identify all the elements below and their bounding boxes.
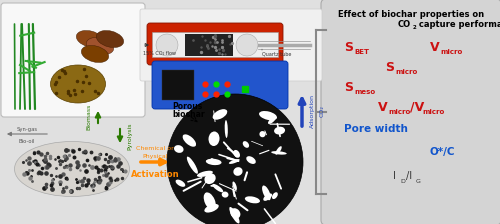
Ellipse shape <box>259 111 277 120</box>
Ellipse shape <box>232 181 237 190</box>
Text: 15% CO₂ flow: 15% CO₂ flow <box>143 50 176 56</box>
Text: Pore width: Pore width <box>344 124 408 134</box>
Ellipse shape <box>262 185 270 200</box>
Ellipse shape <box>229 159 239 164</box>
Text: /I: /I <box>406 171 412 181</box>
FancyBboxPatch shape <box>147 23 283 65</box>
Ellipse shape <box>274 127 285 135</box>
Text: CO₂: CO₂ <box>320 105 324 117</box>
FancyBboxPatch shape <box>321 0 500 224</box>
Ellipse shape <box>242 141 249 148</box>
Bar <box>185 34 233 56</box>
Ellipse shape <box>236 34 258 56</box>
FancyBboxPatch shape <box>140 9 322 81</box>
Text: micro: micro <box>395 69 417 75</box>
Ellipse shape <box>212 109 228 120</box>
Circle shape <box>167 94 303 224</box>
Text: Effect of biochar properties on: Effect of biochar properties on <box>338 9 484 19</box>
Ellipse shape <box>86 37 114 54</box>
Ellipse shape <box>174 145 184 153</box>
Text: biochar: biochar <box>172 110 204 118</box>
Text: Syn-gas: Syn-gas <box>16 127 38 131</box>
Ellipse shape <box>268 117 276 124</box>
Text: 2: 2 <box>413 24 417 30</box>
Text: S: S <box>344 41 353 54</box>
Text: D: D <box>400 179 405 183</box>
Ellipse shape <box>234 150 240 158</box>
Ellipse shape <box>204 173 216 184</box>
Bar <box>152 32 278 57</box>
Ellipse shape <box>206 159 219 164</box>
Ellipse shape <box>176 180 186 187</box>
Text: Activation: Activation <box>130 170 180 179</box>
FancyBboxPatch shape <box>152 61 288 109</box>
Text: V: V <box>378 101 388 114</box>
Ellipse shape <box>187 157 198 174</box>
Text: Biomass: Biomass <box>86 104 92 130</box>
Ellipse shape <box>222 192 228 198</box>
Text: Adsorption: Adsorption <box>310 94 314 128</box>
Text: S: S <box>344 80 353 93</box>
Text: I: I <box>393 171 396 181</box>
Ellipse shape <box>230 208 240 218</box>
Text: O*/C: O*/C <box>430 147 456 157</box>
Ellipse shape <box>230 207 239 224</box>
Text: Chemical or: Chemical or <box>136 146 174 151</box>
Text: S: S <box>385 60 394 73</box>
Ellipse shape <box>76 30 104 47</box>
Text: Pyrolysis: Pyrolysis <box>128 122 132 150</box>
Ellipse shape <box>272 192 278 199</box>
Ellipse shape <box>208 131 220 146</box>
Text: V: V <box>430 41 440 54</box>
Ellipse shape <box>82 45 108 62</box>
Ellipse shape <box>245 196 260 203</box>
Text: G: G <box>416 179 421 183</box>
Text: Porous: Porous <box>172 101 202 110</box>
Ellipse shape <box>182 134 196 147</box>
Text: CO: CO <box>398 19 411 28</box>
Ellipse shape <box>264 193 272 201</box>
Ellipse shape <box>14 142 130 196</box>
FancyBboxPatch shape <box>0 0 326 224</box>
Text: capture performance?: capture performance? <box>416 19 500 28</box>
FancyBboxPatch shape <box>1 3 145 117</box>
Ellipse shape <box>260 131 266 137</box>
Text: Bio-oil: Bio-oil <box>19 138 35 144</box>
Ellipse shape <box>197 171 213 177</box>
Text: meso: meso <box>354 89 375 95</box>
Ellipse shape <box>50 65 106 103</box>
Text: BET: BET <box>354 49 369 55</box>
Ellipse shape <box>276 146 281 155</box>
Ellipse shape <box>246 156 256 164</box>
Ellipse shape <box>206 159 222 165</box>
Ellipse shape <box>96 30 124 47</box>
Ellipse shape <box>271 151 286 155</box>
Ellipse shape <box>224 120 228 138</box>
Ellipse shape <box>204 192 216 210</box>
Bar <box>162 70 194 100</box>
Text: Physical: Physical <box>142 153 168 159</box>
Text: Quartz tube: Quartz tube <box>262 52 292 56</box>
Text: /V: /V <box>410 101 424 114</box>
Ellipse shape <box>204 204 219 213</box>
Ellipse shape <box>212 184 224 192</box>
Text: micro: micro <box>422 109 444 115</box>
Ellipse shape <box>156 34 178 56</box>
Ellipse shape <box>234 167 242 176</box>
Text: micro: micro <box>388 109 410 115</box>
Text: micro: micro <box>440 49 462 55</box>
